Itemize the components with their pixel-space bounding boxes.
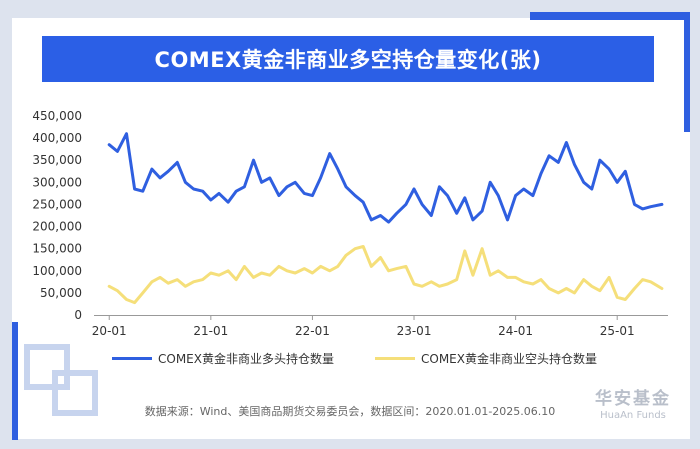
x-tick-label: 20-01: [92, 324, 127, 338]
decor-frame-1: [24, 344, 70, 390]
source-note: 数据来源：Wind、美国商品期货交易委员会，数据区间：2020.01.01-20…: [144, 405, 556, 418]
legend-swatch-long: [112, 357, 152, 360]
legend-item-short: COMEX黄金非商业空头持仓数量: [375, 350, 597, 367]
x-tick-label: 21-01: [193, 324, 228, 338]
legend-label-short: COMEX黄金非商业空头持仓数量: [421, 352, 597, 366]
legend-label-long: COMEX黄金非商业多头持仓数量: [158, 352, 334, 366]
x-tick-label: 23-01: [397, 324, 432, 338]
legend-item-long: COMEX黄金非商业多头持仓数量: [112, 350, 334, 367]
x-tick-label: 25-01: [600, 324, 635, 338]
brand-logo: 华安基金 HuaAn Funds: [588, 384, 678, 421]
brand-name-cn: 华安基金: [595, 389, 671, 409]
y-tick-label: 200,000: [32, 220, 82, 234]
x-tick-label: 24-01: [498, 324, 533, 338]
brand-name-en: HuaAn Funds: [600, 410, 666, 421]
title-bar: COMEX黄金非商业多空持仓量变化(张): [42, 36, 654, 82]
decor-left-bar: [12, 322, 18, 440]
legend-swatch-short: [375, 357, 415, 360]
y-tick-label: 300,000: [32, 175, 82, 189]
decor-frame-2: [52, 370, 98, 416]
decor-right-bar: [684, 12, 690, 132]
legend: COMEX黄金非商业多头持仓数量 COMEX黄金非商业空头持仓数量: [0, 350, 700, 370]
y-tick-label: 0: [74, 308, 82, 322]
y-tick-label: 100,000: [32, 264, 82, 278]
y-tick-label: 450,000: [32, 109, 82, 123]
y-tick-label: 400,000: [32, 131, 82, 145]
y-tick-label: 150,000: [32, 242, 82, 256]
x-tick-label: 22-01: [295, 324, 330, 338]
y-tick-label: 50,000: [40, 286, 82, 300]
chart-title: COMEX黄金非商业多空持仓量变化(张): [154, 48, 542, 72]
chart-card: [12, 18, 690, 439]
decor-top-right-bar: [530, 12, 690, 20]
long-position-line: [107, 132, 664, 224]
y-tick-label: 250,000: [32, 197, 82, 211]
short-position-line: [107, 245, 664, 305]
y-tick-label: 350,000: [32, 153, 82, 167]
